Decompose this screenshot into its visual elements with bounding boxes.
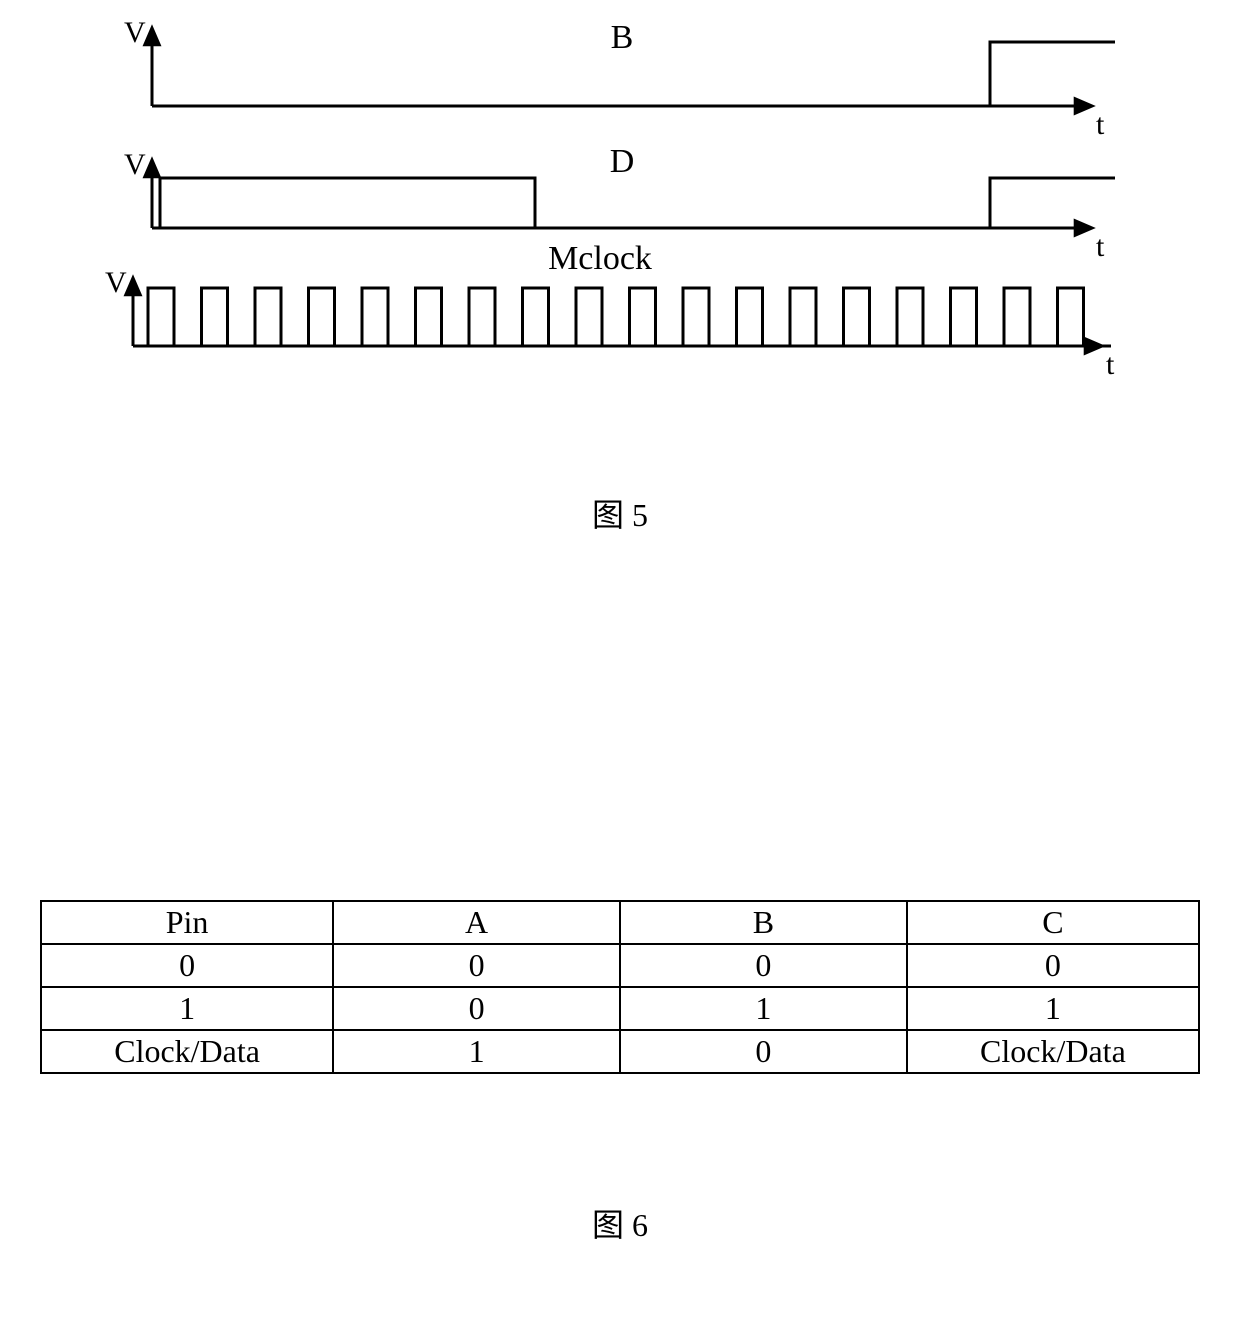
svg-text:t: t: [1096, 230, 1105, 263]
table-header-cell: B: [620, 901, 907, 944]
table-cell: 0: [907, 944, 1199, 987]
svg-text:Mclock: Mclock: [548, 240, 652, 277]
table-cell: Clock/Data: [41, 1030, 333, 1073]
table-cell: 0: [620, 944, 907, 987]
table-cell: 0: [41, 944, 333, 987]
table-cell: 1: [333, 1030, 620, 1073]
svg-text:V: V: [124, 148, 146, 181]
table-header-cell: Pin: [41, 901, 333, 944]
table-row: 1011: [41, 987, 1199, 1030]
table-cell: 0: [333, 987, 620, 1030]
table-header-cell: A: [333, 901, 620, 944]
figure5-caption: 图 5: [0, 490, 1240, 536]
table-cell: 0: [333, 944, 620, 987]
svg-text:V: V: [124, 16, 146, 49]
svg-text:t: t: [1096, 108, 1105, 141]
svg-text:D: D: [610, 143, 635, 180]
table-header-cell: C: [907, 901, 1199, 944]
table-cell: 0: [620, 1030, 907, 1073]
figure6-caption: 图 6: [0, 1200, 1240, 1246]
table-cell: 1: [620, 987, 907, 1030]
table-cell: Clock/Data: [907, 1030, 1199, 1073]
table-row: Clock/Data10Clock/Data: [41, 1030, 1199, 1073]
svg-text:t: t: [1106, 348, 1115, 380]
figure5-timing-diagram: Vt B Vt D Vt Mclock: [60, 10, 1160, 380]
table-row: 0000: [41, 944, 1199, 987]
svg-text:V: V: [105, 266, 127, 299]
table-cell: 1: [907, 987, 1199, 1030]
svg-text:B: B: [611, 19, 634, 56]
figure6-table: PinABC00001011Clock/Data10Clock/Data: [40, 900, 1200, 1074]
table-row: PinABC: [41, 901, 1199, 944]
table-cell: 1: [41, 987, 333, 1030]
figure6-table-wrap: PinABC00001011Clock/Data10Clock/Data: [40, 900, 1200, 1074]
